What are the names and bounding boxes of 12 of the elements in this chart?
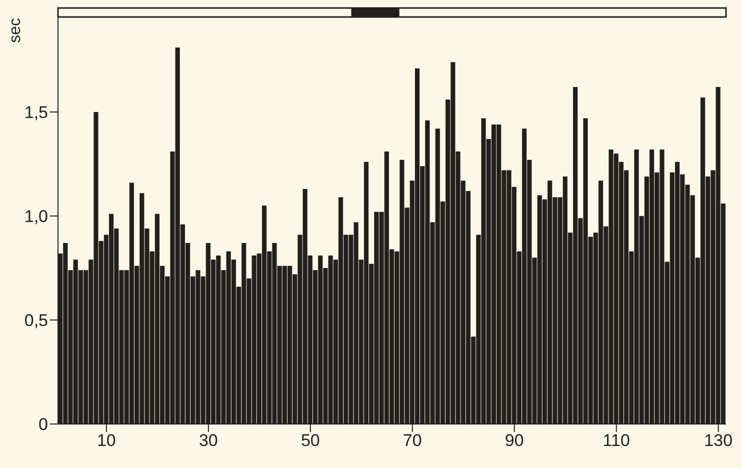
x-tick-label: 50 [300,431,320,450]
x-tick-label: 130 [704,431,733,450]
y-tick-label: 1,0 [24,207,48,226]
x-tick-label: 10 [96,431,116,450]
x-tick-label: 30 [198,431,218,450]
y-tick-label: 0 [38,415,48,434]
x-tick-label: 110 [602,431,630,450]
y-tick-label: 0,5 [24,311,48,330]
y-axis-title: sec [7,18,24,43]
y-tick-label: 1,5 [24,103,48,122]
x-tick-label: 90 [504,431,524,450]
x-tick-label: 70 [402,431,422,450]
